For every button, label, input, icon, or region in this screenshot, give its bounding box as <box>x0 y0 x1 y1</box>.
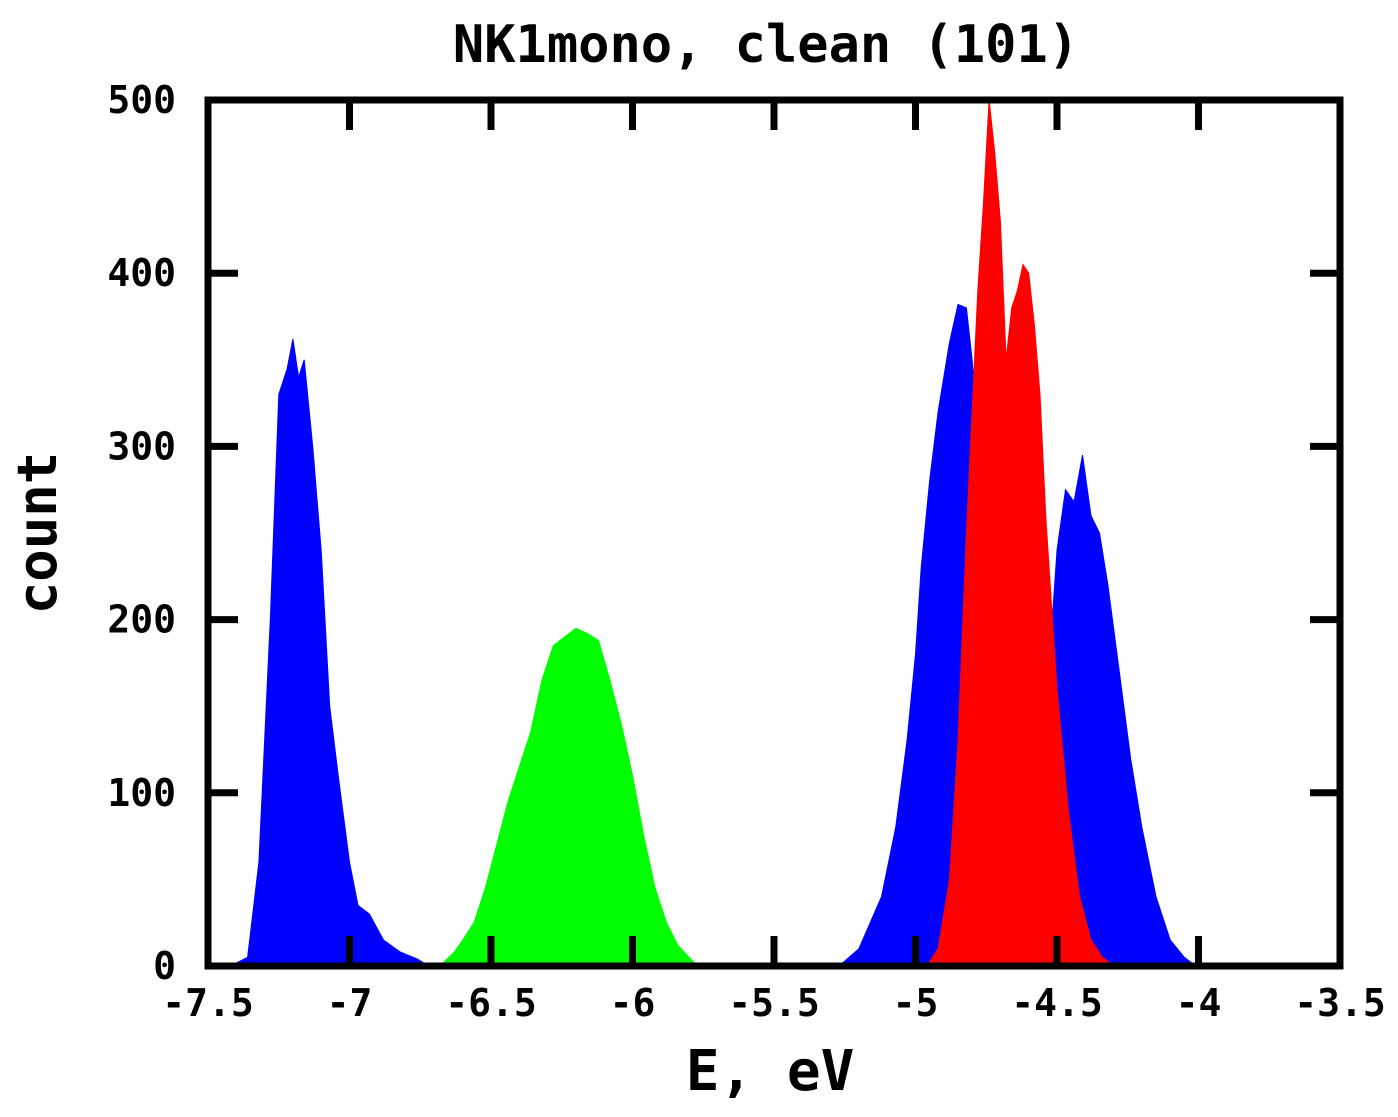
chart-title: NK1mono, clean (101) <box>453 15 1079 75</box>
x-tick-label: -5 <box>893 981 939 1025</box>
x-tick-labels: -7.5 -7 -6.5 -6 -5.5 -5 -4.5 -4 -3.5 <box>162 981 1386 1025</box>
y-tick-label: 500 <box>107 78 176 122</box>
x-tick-label: -5.5 <box>728 981 820 1025</box>
series-area-1 <box>230 338 431 967</box>
x-tick-label: -4 <box>1176 981 1222 1025</box>
x-tick-label: -7.5 <box>162 981 254 1025</box>
y-tick-label: 400 <box>107 251 176 295</box>
x-tick-label: -7 <box>327 981 373 1025</box>
y-tick-label: 300 <box>107 424 176 468</box>
y-tick-label: 200 <box>107 598 176 642</box>
x-axis-label: E, eV <box>686 1039 855 1104</box>
series-area-4 <box>925 99 1116 967</box>
y-axis-label: count <box>6 452 69 615</box>
ticks-layer <box>204 96 1344 970</box>
y-tick-label: 0 <box>153 944 176 988</box>
x-tick-label: -4.5 <box>1011 981 1103 1025</box>
series-layer <box>230 99 1198 967</box>
x-tick-label: -6 <box>610 981 656 1025</box>
y-tick-labels: 0 100 200 300 400 500 <box>107 78 176 988</box>
x-tick-label: -6.5 <box>445 981 537 1025</box>
plot-frame <box>204 96 1344 970</box>
series-area-3 <box>438 627 699 967</box>
x-tick-label: -3.5 <box>1294 981 1386 1025</box>
y-tick-label: 100 <box>107 771 176 815</box>
